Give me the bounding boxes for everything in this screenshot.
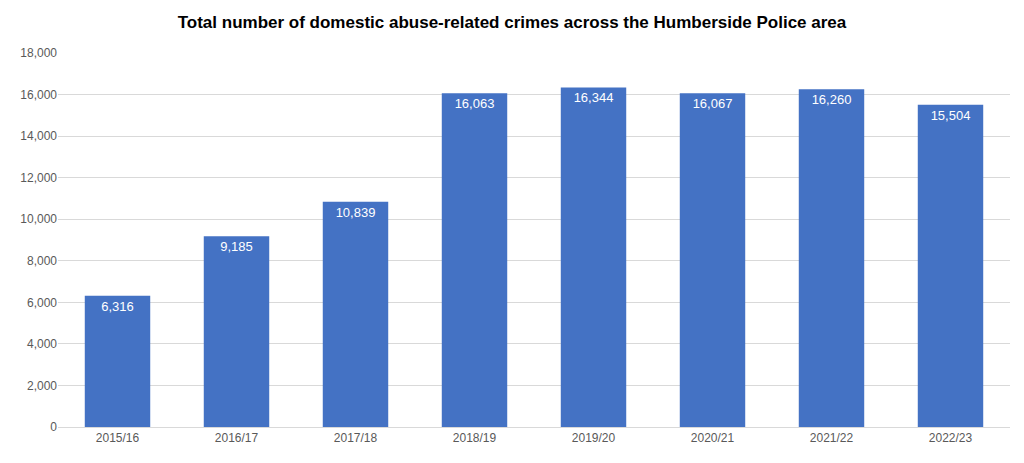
svg-text:6,316: 6,316 [101, 299, 134, 314]
svg-text:18,000: 18,000 [20, 46, 57, 60]
svg-text:2021/22: 2021/22 [810, 431, 854, 445]
svg-text:2015/16: 2015/16 [96, 431, 140, 445]
svg-text:14,000: 14,000 [20, 129, 57, 143]
svg-text:16,067: 16,067 [693, 96, 733, 111]
svg-text:2018/19: 2018/19 [453, 431, 497, 445]
svg-text:0: 0 [50, 420, 57, 434]
svg-text:2020/21: 2020/21 [691, 431, 735, 445]
svg-text:15,504: 15,504 [931, 108, 971, 123]
svg-text:10,000: 10,000 [20, 212, 57, 226]
svg-text:2022/23: 2022/23 [929, 431, 973, 445]
svg-text:4,000: 4,000 [27, 337, 57, 351]
svg-text:10,839: 10,839 [336, 205, 376, 220]
svg-text:16,063: 16,063 [455, 96, 495, 111]
svg-text:16,344: 16,344 [574, 90, 614, 105]
svg-text:12,000: 12,000 [20, 171, 57, 185]
svg-text:6,000: 6,000 [27, 296, 57, 310]
svg-text:2017/18: 2017/18 [334, 431, 378, 445]
svg-text:2016/17: 2016/17 [215, 431, 259, 445]
svg-text:9,185: 9,185 [220, 239, 253, 254]
svg-text:16,260: 16,260 [812, 92, 852, 107]
svg-text:2,000: 2,000 [27, 379, 57, 393]
svg-text:Total number of domestic abuse: Total number of domestic abuse-related c… [178, 13, 847, 32]
svg-text:2019/20: 2019/20 [572, 431, 616, 445]
svg-text:8,000: 8,000 [27, 254, 57, 268]
svg-text:16,000: 16,000 [20, 88, 57, 102]
